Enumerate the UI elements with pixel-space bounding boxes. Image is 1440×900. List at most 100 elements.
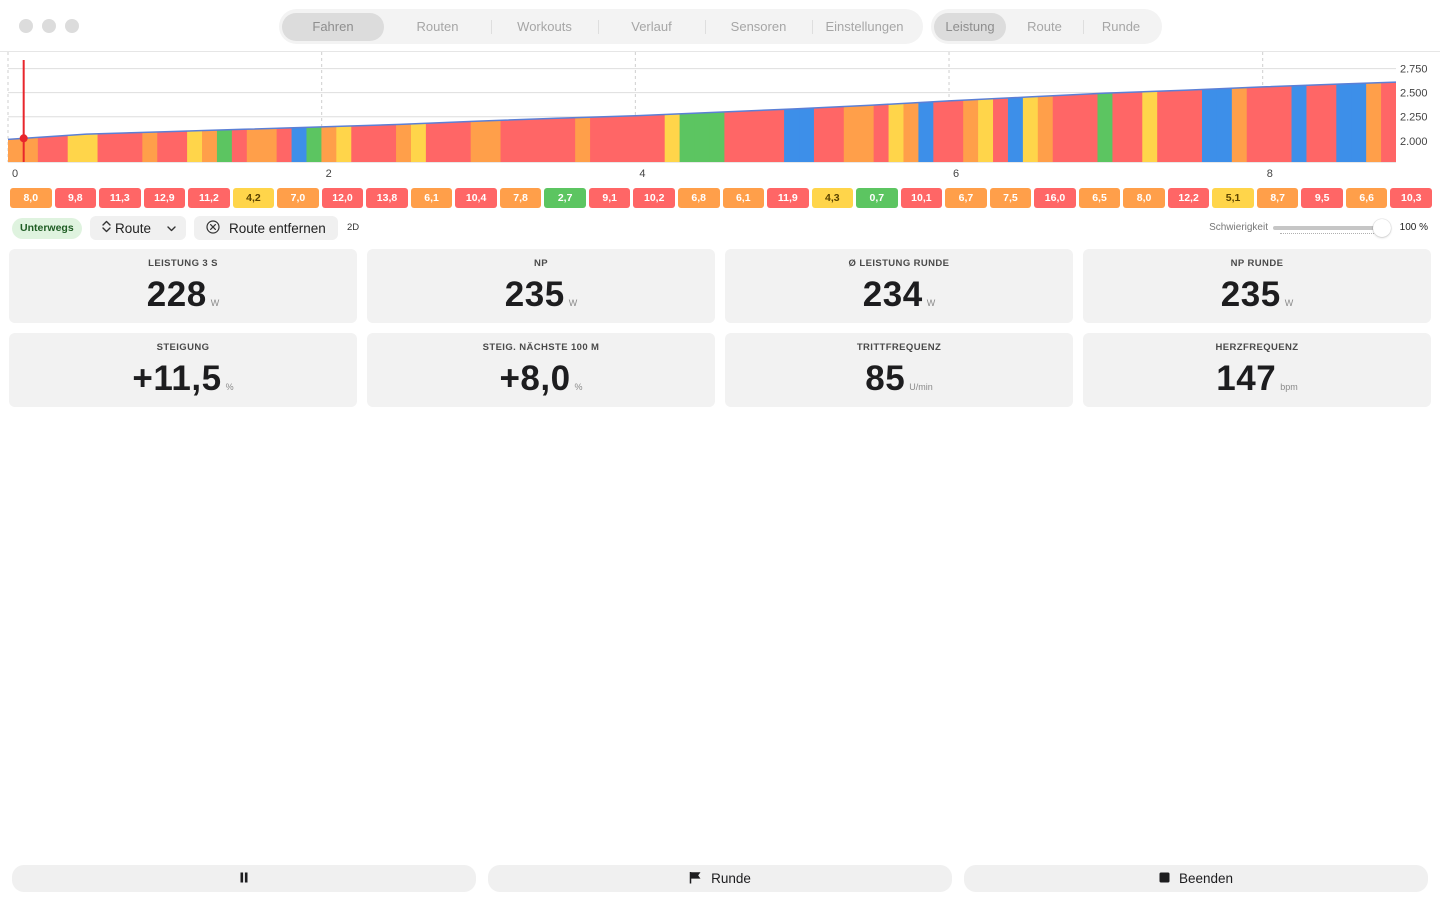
view-tab-bar: Leistung Route Runde [931, 9, 1162, 44]
difficulty-value: 100 % [1399, 222, 1428, 233]
metric-unit: W [210, 298, 220, 308]
metric-unit: bpm [1280, 382, 1298, 392]
difficulty-slider-ticks [1280, 233, 1376, 235]
metric-value: 147 [1216, 359, 1277, 398]
difficulty-slider[interactable] [1273, 226, 1383, 230]
segment-grade-badge: 9,5 [1301, 188, 1343, 208]
segment-grade-badge: 2,7 [544, 188, 586, 208]
x-tick-label: 8 [1267, 168, 1273, 180]
segment-grade-badge: 11,2 [188, 188, 230, 208]
view-mode-toggle[interactable]: 2D [347, 222, 360, 233]
grade-strip [1082, 82, 1099, 162]
up-down-chevron-icon [102, 220, 111, 236]
segment-grade-badge: 16,0 [1034, 188, 1076, 208]
grade-strip [1381, 82, 1396, 162]
segment-grade-badge: 7,5 [989, 188, 1032, 208]
title-bar: Fahren Routen Workouts Verlauf Sensoren … [0, 0, 1440, 52]
grade-strip [1112, 82, 1128, 162]
metric-title: Ø LEISTUNG RUNDE [848, 258, 950, 269]
xmark-circle-icon [206, 219, 220, 237]
segment-grade-badge: 9,1 [588, 188, 631, 208]
segment-grade-badge: 10,3 [1390, 188, 1432, 208]
tab-fahren[interactable]: Fahren [282, 12, 384, 41]
grade-strip [993, 82, 1009, 162]
x-tick-label: 2 [326, 168, 332, 180]
metric-unit: W [926, 298, 936, 308]
tab-route[interactable]: Route [1027, 18, 1062, 34]
metric-unit: U/min [909, 382, 933, 392]
metric-title: LEISTUNG 3 S [148, 258, 218, 269]
segment-grade-strip: 8,0 9,8 11,3 12,9 11,2 4,2 7,0 12,0 13,8 6,1 10,4 7… [10, 188, 1432, 208]
y-tick-label: 2.250 [1400, 112, 1428, 124]
metric-value: +11,5 [132, 359, 222, 398]
grade-strip [1052, 82, 1069, 162]
segment-grade-badge: 6,1 [410, 188, 453, 208]
metric-title: TRITTFREQUENZ [856, 342, 942, 353]
route-select[interactable]: Route [90, 216, 186, 240]
grade-strip [1366, 82, 1382, 162]
tab-einstellungen[interactable]: Einstellungen [812, 13, 917, 41]
segment-grade-badge: 11,3 [99, 188, 141, 208]
segment-grade-badge: 8,0 [1123, 188, 1165, 208]
grade-strip [1246, 82, 1263, 162]
metric-card-heart-rate: HERZFREQUENZ 147 bpm [1083, 333, 1431, 407]
metric-title: NP [534, 258, 548, 269]
segment-grade-badge: 5,1 [1212, 188, 1254, 208]
grade-strip [1157, 82, 1173, 162]
metric-value: 85 [865, 359, 906, 398]
grade-strip [1216, 82, 1233, 162]
x-tick-label: 6 [953, 168, 959, 180]
difficulty-label: Schwierigkeit [1209, 222, 1268, 233]
stop-icon [1159, 872, 1170, 886]
segment-grade-badge: 10,1 [900, 188, 943, 208]
segment-grade-badge: 6,8 [677, 188, 720, 208]
close-window-button[interactable] [19, 19, 33, 33]
metric-value: 235 [1220, 275, 1281, 314]
grade-strip [1321, 82, 1337, 162]
grade-strip [1291, 82, 1308, 162]
grade-strip [1007, 82, 1024, 162]
segment-grade-badge: 10,2 [633, 188, 675, 208]
x-tick-label: 4 [639, 168, 645, 180]
pause-button[interactable] [12, 865, 476, 892]
tab-verlauf[interactable]: Verlauf [598, 13, 705, 41]
position-marker-dot [19, 134, 28, 143]
y-tick-label: 2.750 [1400, 64, 1428, 76]
pause-icon [239, 872, 249, 886]
metric-unit: % [225, 382, 234, 392]
tab-runde[interactable]: Runde [1083, 13, 1159, 41]
tab-routen[interactable]: Routen [416, 18, 459, 34]
end-button[interactable]: Beenden [964, 865, 1428, 892]
route-select-label: Route [115, 220, 152, 236]
metric-value: +8,0 [499, 359, 571, 398]
lap-button[interactable]: Runde [488, 865, 952, 892]
grade-strip [1172, 82, 1188, 162]
tab-workouts[interactable]: Workouts [491, 13, 598, 41]
segment-grade-badge: 8,0 [10, 188, 52, 208]
metric-card-np: NP 235 W [367, 249, 715, 323]
difficulty-slider-knob[interactable] [1373, 219, 1391, 237]
grade-strip [1037, 82, 1054, 162]
metric-title: HERZFREQUENZ [1215, 342, 1299, 353]
remove-route-button[interactable]: Route entfernen [194, 216, 338, 240]
tab-sensoren[interactable]: Sensoren [705, 13, 812, 41]
grade-strip [1336, 82, 1352, 162]
grade-strip [1187, 82, 1203, 162]
grade-strip [963, 82, 979, 162]
segment-grade-badge: 4,2 [232, 188, 275, 208]
elevation-line [7, 81, 1397, 141]
metric-unit: % [574, 382, 583, 392]
metric-value: 235 [504, 275, 565, 314]
chevron-down-icon [167, 221, 176, 235]
grade-strip [978, 82, 994, 162]
grade-strip [1261, 82, 1278, 162]
main-tab-bar: Fahren Routen Workouts Verlauf Sensoren … [279, 9, 923, 44]
grade-strip [948, 82, 964, 162]
zoom-window-button[interactable] [65, 19, 79, 33]
segment-grade-badge: 12,2 [1167, 188, 1210, 208]
tab-leistung[interactable]: Leistung [934, 12, 1006, 41]
elevation-profile-chart[interactable]: 2.750 2.500 2.250 2.000 0 2 4 6 8 [0, 52, 1440, 182]
y-tick-label: 2.500 [1400, 88, 1428, 100]
metric-title: STEIGUNG [156, 342, 210, 353]
minimize-window-button[interactable] [42, 19, 56, 33]
